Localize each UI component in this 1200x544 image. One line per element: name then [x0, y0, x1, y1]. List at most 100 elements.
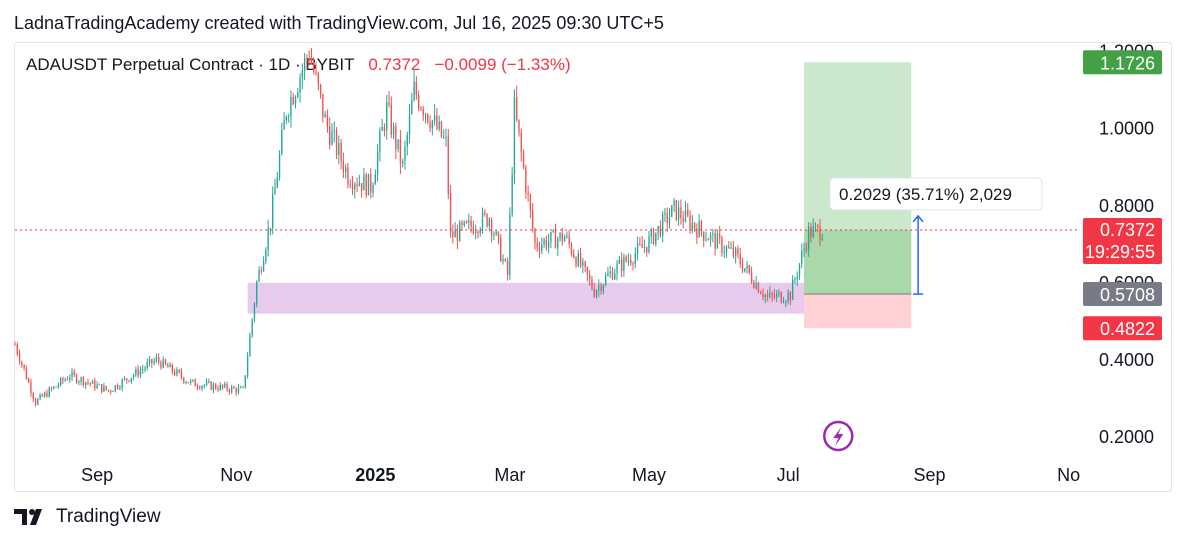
candle — [381, 127, 383, 131]
candle — [144, 368, 146, 370]
candle — [709, 234, 712, 241]
candle — [618, 259, 621, 264]
candle — [728, 246, 730, 248]
candle — [194, 379, 196, 387]
candle — [228, 389, 231, 392]
candle — [137, 369, 139, 376]
candle — [495, 231, 497, 235]
candle — [55, 386, 57, 388]
candle — [655, 232, 657, 244]
candle — [406, 134, 408, 147]
candle — [171, 364, 174, 372]
candle — [452, 231, 454, 238]
candle — [762, 294, 764, 298]
candle — [691, 222, 693, 230]
chart-frame[interactable] — [14, 42, 1172, 492]
long-position-stop-zone[interactable] — [804, 294, 912, 329]
candle — [607, 273, 609, 276]
candle — [205, 381, 208, 386]
candle — [23, 364, 25, 369]
candle — [513, 97, 516, 175]
candle — [349, 184, 351, 186]
candle — [246, 356, 249, 376]
candle — [237, 387, 240, 393]
candle — [21, 361, 23, 365]
candle — [274, 187, 276, 195]
candle — [814, 225, 817, 227]
candle — [620, 259, 623, 272]
candle — [308, 58, 310, 60]
candle — [208, 381, 210, 383]
candle — [712, 233, 714, 235]
candle — [525, 167, 527, 193]
candle — [531, 210, 534, 230]
candle — [447, 136, 449, 194]
candle — [586, 266, 589, 276]
y-axis-tick-label: 0.8000 — [1099, 196, 1154, 216]
candle — [292, 96, 294, 105]
candle — [260, 269, 262, 272]
candle — [429, 122, 431, 129]
candle — [664, 212, 666, 215]
support-zone[interactable] — [247, 282, 805, 314]
y-axis-tick-label: 0.2000 — [1099, 427, 1154, 447]
y-axis-tick-label: 0.4000 — [1099, 350, 1154, 370]
y-axis-tick-label: 1.0000 — [1099, 119, 1154, 139]
candle — [449, 193, 452, 232]
candle — [415, 81, 418, 95]
candle — [527, 192, 529, 195]
candle — [440, 121, 443, 137]
symbol-legend[interactable]: ADAUSDT Perpetual Contract · 1D · BYBIT … — [26, 55, 571, 75]
x-axis-tick-label: No — [1057, 465, 1080, 485]
candle — [185, 382, 187, 384]
candle — [376, 151, 379, 175]
candle — [536, 243, 538, 248]
candle — [559, 232, 561, 239]
candle — [363, 174, 365, 191]
candle — [589, 275, 591, 280]
candle — [577, 253, 579, 266]
candle — [650, 229, 652, 237]
candle — [509, 214, 511, 275]
candle — [427, 114, 429, 123]
candle — [192, 379, 194, 381]
candle — [625, 256, 627, 262]
candle — [119, 387, 121, 389]
candle — [506, 260, 509, 275]
candle — [340, 143, 342, 161]
candle — [791, 279, 794, 301]
entry-price-label: 0.5708 — [1100, 285, 1155, 305]
candle — [360, 183, 363, 191]
candle — [57, 385, 60, 387]
candle — [657, 225, 659, 233]
candle — [737, 248, 739, 255]
candle — [326, 114, 329, 127]
candle — [310, 59, 313, 63]
candle — [240, 387, 242, 389]
candle — [443, 136, 445, 138]
candle — [128, 380, 130, 382]
x-axis-tick-label: Nov — [220, 465, 252, 485]
candle — [484, 212, 486, 215]
candle — [534, 229, 536, 244]
candle — [550, 231, 552, 242]
candle — [463, 221, 465, 226]
candle — [591, 279, 593, 289]
candle — [221, 384, 224, 387]
candle — [600, 285, 602, 292]
candle — [379, 130, 381, 152]
candle — [176, 369, 178, 375]
candle — [714, 233, 716, 249]
candle — [262, 261, 265, 272]
candle — [424, 114, 427, 116]
candle — [630, 260, 632, 264]
candle — [25, 368, 28, 380]
x-axis-tick-label: Sep — [913, 465, 945, 485]
candle — [294, 97, 297, 105]
candle — [723, 252, 725, 254]
candle — [365, 174, 367, 196]
candle — [335, 130, 338, 155]
candle — [639, 243, 641, 245]
candle — [297, 92, 299, 98]
